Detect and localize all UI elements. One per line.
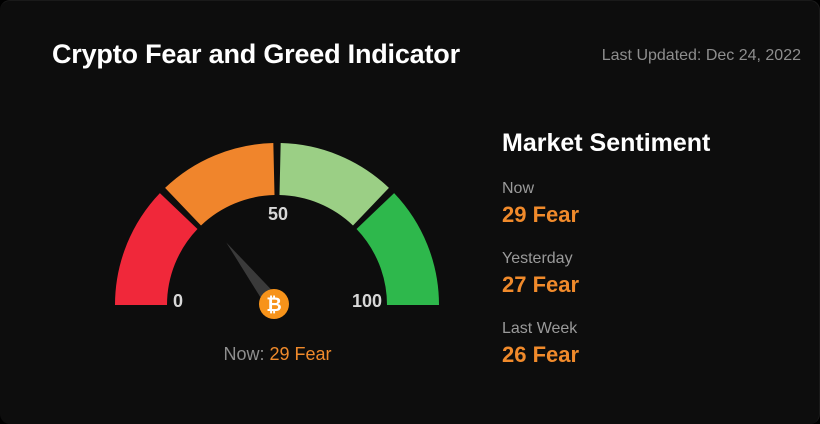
gauge-segments xyxy=(115,143,439,305)
gauge-mid-label: 50 xyxy=(268,204,288,224)
gauge-caption-prefix: Now: xyxy=(223,344,265,364)
bitcoin-icon: ₿ xyxy=(259,289,289,319)
sentiment-row-label: Last Week xyxy=(502,320,578,337)
sentiment-row-label: Yesterday xyxy=(502,250,573,267)
gauge-segment-extreme-greed xyxy=(356,193,439,305)
gauge-min-label: 0 xyxy=(173,291,183,311)
sentiment-row-now: Now 29 Fear xyxy=(502,180,710,232)
svg-text:₿: ₿ xyxy=(266,294,281,316)
page-title: Crypto Fear and Greed Indicator xyxy=(52,39,460,69)
sentiment-row-yesterday: Yesterday 27 Fear xyxy=(502,250,710,302)
gauge-caption-value: 29 Fear xyxy=(269,344,332,364)
sentiment-row-label: Now xyxy=(502,180,535,197)
gauge-max-label: 100 xyxy=(352,291,382,311)
fear-greed-gauge: 0 50 100 ₿ xyxy=(115,143,439,319)
sentiment-row-value: 29 Fear xyxy=(502,202,580,227)
gauge-segment-fear xyxy=(165,143,275,226)
market-sentiment-title: Market Sentiment xyxy=(502,129,711,157)
market-sentiment-panel: Market Sentiment Now 29 Fear Yesterday 2… xyxy=(502,129,710,390)
gauge-segment-greed xyxy=(279,143,389,226)
sentiment-row-value: 27 Fear xyxy=(502,272,580,297)
last-updated-text: Last Updated: Dec 24, 2022 xyxy=(601,47,801,64)
gauge-segment-extreme-fear xyxy=(115,193,198,305)
sentiment-row-last-week: Last Week 26 Fear xyxy=(502,320,710,372)
gauge-caption: Now: 29 Fear xyxy=(96,344,459,365)
sentiment-row-value: 26 Fear xyxy=(502,342,580,367)
